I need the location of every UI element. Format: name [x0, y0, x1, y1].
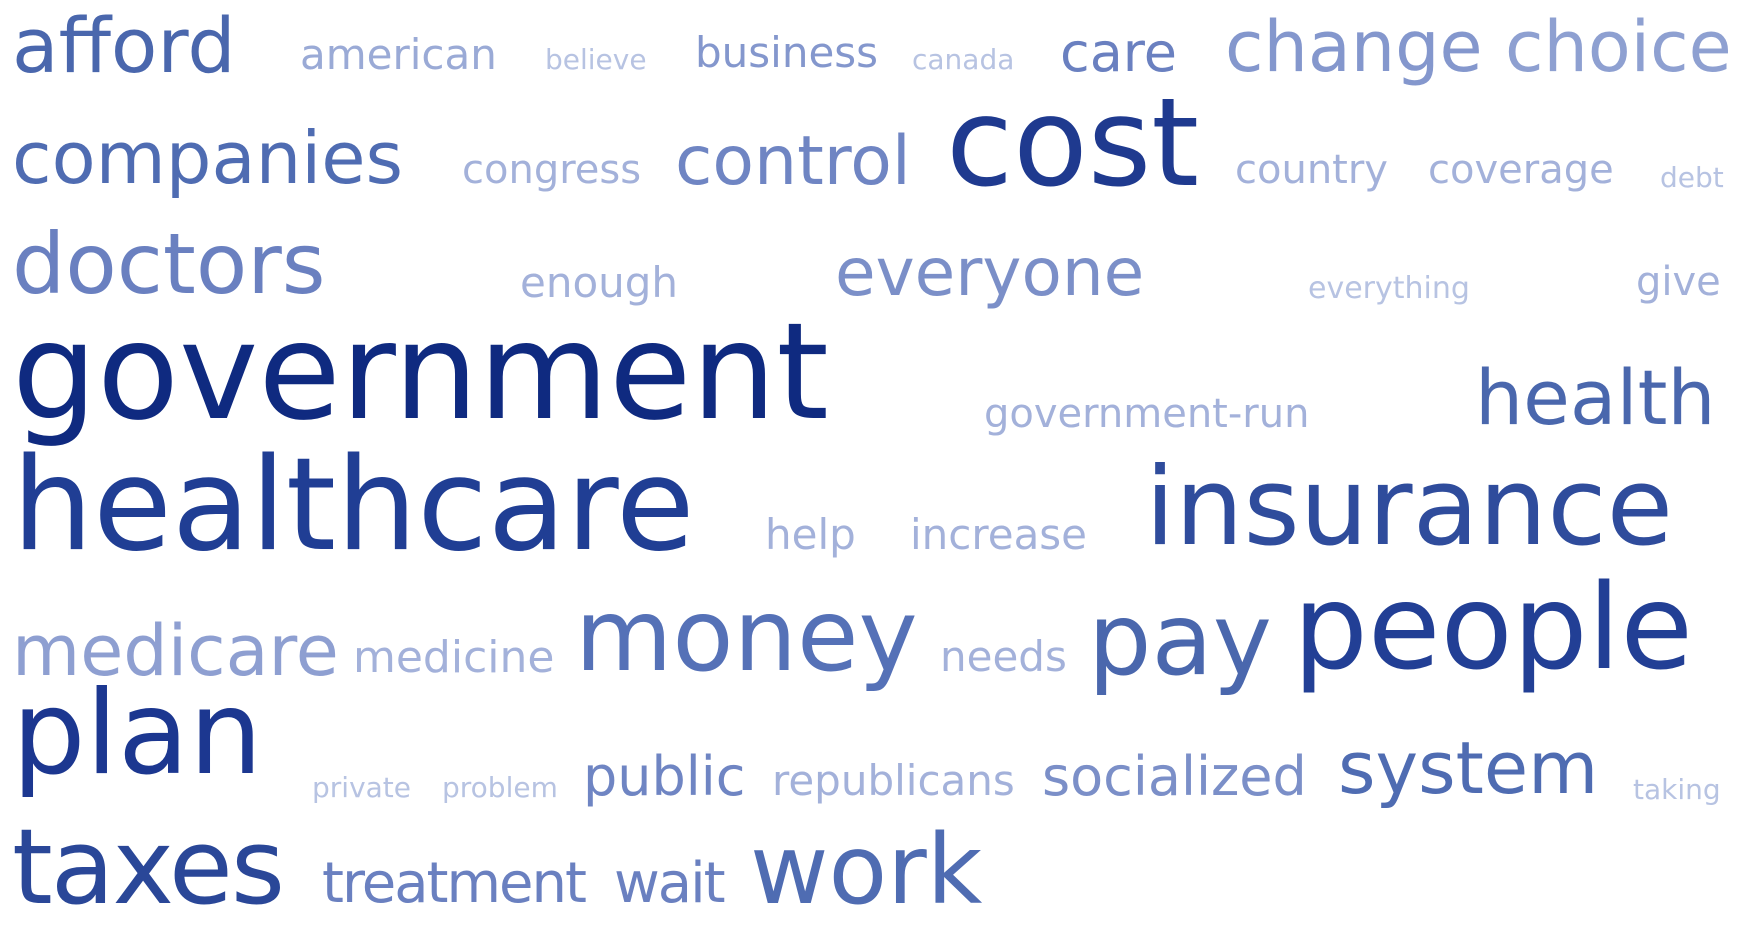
- word-plan: plan: [12, 666, 263, 801]
- word-wait: wait: [614, 851, 726, 916]
- word-choice: choice: [1505, 6, 1732, 88]
- word-people: people: [1293, 558, 1693, 696]
- word-system: system: [1338, 726, 1599, 810]
- word-treatment: treatment: [322, 851, 587, 916]
- word-increase: increase: [910, 510, 1088, 559]
- word-everything: everything: [1308, 271, 1470, 306]
- word-government: government: [12, 294, 829, 450]
- word-problem: problem: [442, 771, 558, 804]
- word-private: private: [312, 771, 411, 804]
- word-government-run: government-run: [984, 391, 1310, 437]
- word-public: public: [583, 745, 746, 808]
- word-canada: canada: [912, 43, 1015, 76]
- word-believe: believe: [545, 43, 647, 76]
- word-socialized: socialized: [1042, 745, 1307, 808]
- word-care: care: [1060, 21, 1178, 84]
- word-everyone: everyone: [835, 234, 1145, 311]
- word-taking: taking: [1633, 773, 1721, 806]
- word-companies: companies: [12, 116, 404, 200]
- word-business: business: [695, 28, 879, 77]
- word-republicans: republicans: [772, 756, 1015, 805]
- word-congress: congress: [462, 147, 642, 193]
- word-work: work: [750, 814, 983, 926]
- word-healthcare: healthcare: [12, 431, 695, 580]
- word-doctors: doctors: [12, 215, 326, 313]
- word-pay: pay: [1088, 581, 1272, 698]
- word-health: health: [1475, 353, 1716, 442]
- word-medicine: medicine: [353, 632, 555, 683]
- word-insurance: insurance: [1145, 445, 1674, 570]
- word-american: american: [300, 30, 497, 79]
- word-afford: afford: [12, 1, 236, 90]
- word-money: money: [575, 577, 918, 694]
- word-cost: cost: [946, 72, 1200, 214]
- word-help: help: [765, 510, 856, 559]
- word-medicare: medicare: [12, 610, 339, 692]
- word-taxes: taxes: [12, 806, 285, 928]
- word-enough: enough: [520, 258, 679, 307]
- word-give: give: [1636, 259, 1721, 305]
- word-coverage: coverage: [1428, 147, 1614, 193]
- word-change: change: [1225, 6, 1483, 88]
- word-debt: debt: [1660, 161, 1724, 194]
- word-country: country: [1235, 147, 1388, 193]
- word-needs: needs: [940, 632, 1067, 681]
- word-control: control: [675, 122, 911, 201]
